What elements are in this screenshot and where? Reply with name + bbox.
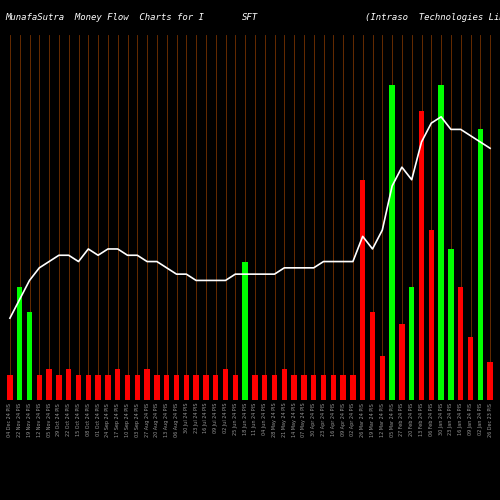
Bar bbox=[154, 375, 160, 400]
Text: MunafaSutra  Money Flow  Charts for I: MunafaSutra Money Flow Charts for I bbox=[5, 12, 204, 22]
Text: SFT: SFT bbox=[242, 12, 258, 22]
Bar bbox=[340, 375, 346, 400]
Bar bbox=[262, 375, 268, 400]
Bar bbox=[301, 375, 306, 400]
Bar bbox=[419, 110, 424, 400]
Bar bbox=[56, 375, 62, 400]
Bar bbox=[223, 368, 228, 400]
Bar bbox=[468, 337, 473, 400]
Bar bbox=[399, 324, 404, 400]
Bar bbox=[36, 375, 42, 400]
Bar bbox=[115, 368, 120, 400]
Text: (Intraso  Technologies Limit: (Intraso Technologies Limit bbox=[365, 12, 500, 22]
Bar bbox=[272, 375, 277, 400]
Bar bbox=[134, 375, 140, 400]
Bar bbox=[478, 130, 483, 400]
Bar bbox=[7, 375, 12, 400]
Bar bbox=[438, 86, 444, 400]
Bar bbox=[380, 356, 385, 400]
Bar bbox=[46, 368, 52, 400]
Bar bbox=[428, 230, 434, 400]
Bar bbox=[360, 180, 366, 400]
Bar bbox=[86, 375, 91, 400]
Bar bbox=[282, 368, 287, 400]
Bar bbox=[174, 375, 179, 400]
Bar bbox=[194, 375, 199, 400]
Bar bbox=[27, 312, 32, 400]
Bar bbox=[321, 375, 326, 400]
Bar bbox=[144, 368, 150, 400]
Bar bbox=[232, 375, 238, 400]
Bar bbox=[17, 286, 22, 400]
Bar bbox=[330, 375, 336, 400]
Bar bbox=[350, 375, 356, 400]
Bar bbox=[252, 375, 258, 400]
Bar bbox=[66, 368, 71, 400]
Bar bbox=[164, 375, 170, 400]
Bar bbox=[409, 286, 414, 400]
Bar bbox=[292, 375, 297, 400]
Bar bbox=[242, 262, 248, 400]
Bar bbox=[203, 375, 208, 400]
Bar bbox=[370, 312, 375, 400]
Bar bbox=[125, 375, 130, 400]
Bar bbox=[213, 375, 218, 400]
Bar bbox=[76, 375, 81, 400]
Bar bbox=[96, 375, 101, 400]
Bar bbox=[311, 375, 316, 400]
Bar bbox=[458, 286, 464, 400]
Bar bbox=[488, 362, 493, 400]
Bar bbox=[390, 86, 395, 400]
Bar bbox=[184, 375, 189, 400]
Bar bbox=[448, 249, 454, 400]
Bar bbox=[105, 375, 110, 400]
